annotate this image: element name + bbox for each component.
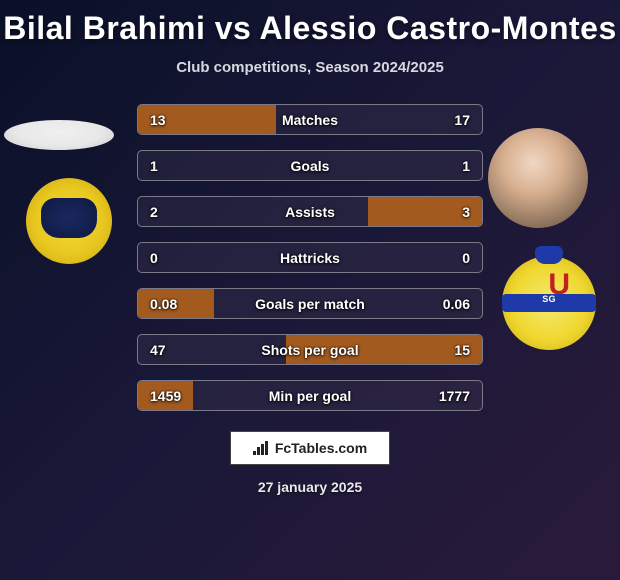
stat-label: Min per goal — [138, 381, 482, 410]
source-badge[interactable]: FcTables.com — [230, 431, 390, 465]
snapshot-date: 27 january 2025 — [0, 479, 620, 495]
player-right-avatar — [488, 128, 588, 228]
stat-row: 11Goals — [137, 150, 483, 181]
source-label: FcTables.com — [275, 440, 367, 456]
stat-row: 23Assists — [137, 196, 483, 227]
stat-label: Hattricks — [138, 243, 482, 272]
stats-table: 1317Matches 11Goals 23Assists 00Hattricks 0.… — [137, 104, 483, 411]
stat-row: 0.080.06Goals per match — [137, 288, 483, 319]
page-title: Bilal Brahimi vs Alessio Castro-Montes — [0, 0, 620, 47]
club-right-band-text: SG — [502, 294, 596, 304]
club-right-crown-icon — [535, 246, 563, 264]
stat-label: Matches — [138, 105, 482, 134]
stat-row: 1317Matches — [137, 104, 483, 135]
stat-label: Goals per match — [138, 289, 482, 318]
stat-label: Assists — [138, 197, 482, 226]
stat-row: 14591777Min per goal — [137, 380, 483, 411]
fctables-logo-icon — [253, 441, 269, 455]
player-left-avatar — [4, 120, 114, 150]
subtitle: Club competitions, Season 2024/2025 — [0, 59, 620, 76]
stat-label: Shots per goal — [138, 335, 482, 364]
stat-row: 4715Shots per goal — [137, 334, 483, 365]
stat-label: Goals — [138, 151, 482, 180]
club-left-emblem-icon — [41, 198, 97, 238]
stat-row: 00Hattricks — [137, 242, 483, 273]
